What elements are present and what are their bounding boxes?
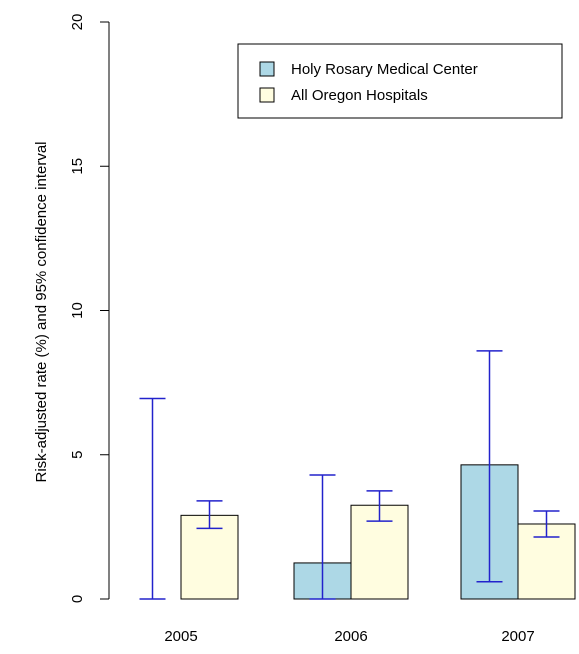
y-axis-label: Risk-adjusted rate (%) and 95% confidenc…	[33, 141, 50, 482]
y-tick-label: 15	[69, 158, 86, 175]
bar-2005-series-1	[180, 514, 239, 600]
legend-label-holy-rosary: Holy Rosary Medical Center	[291, 61, 478, 78]
x-axis-categories: 2005 2006 2007	[164, 628, 534, 645]
x-category-label: 2005	[164, 628, 197, 645]
y-tick-label: 5	[69, 451, 86, 459]
bars	[180, 464, 576, 600]
y-tick-label: 0	[69, 595, 86, 603]
x-category-label: 2006	[334, 628, 367, 645]
legend-box	[237, 43, 563, 119]
x-category-label: 2007	[501, 628, 534, 645]
legend-swatch-oregon	[259, 87, 275, 103]
y-tick-label: 10	[69, 302, 86, 319]
y-tick-label: 20	[69, 14, 86, 31]
legend-swatch-holy-rosary	[259, 61, 275, 77]
y-axis: 0 5 10 15 20	[69, 14, 110, 603]
error-bars	[139, 350, 560, 600]
legend-label-oregon: All Oregon Hospitals	[291, 87, 428, 104]
legend: Holy Rosary Medical Center All Oregon Ho…	[237, 43, 563, 119]
